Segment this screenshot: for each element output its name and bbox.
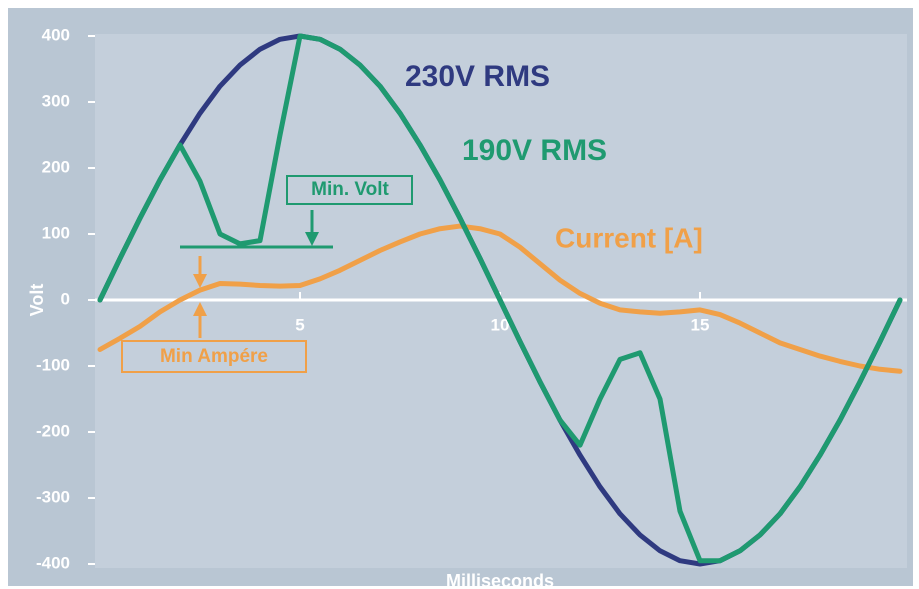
- series-label: 190V RMS: [462, 134, 607, 167]
- series-line: [97, 223, 903, 374]
- annotation: Min. Volt: [311, 179, 389, 200]
- min-amp-box: [121, 340, 307, 373]
- x-axis-label: Milliseconds: [446, 571, 554, 589]
- min-amp-arrowhead: [193, 302, 207, 316]
- y-tick-label: 400: [42, 25, 70, 44]
- y-tick-label: 0: [61, 289, 70, 308]
- y-tick-label: 100: [42, 223, 70, 242]
- x-tick-label: 10: [491, 315, 510, 334]
- y-tick-label: 300: [42, 91, 70, 110]
- y-tick-label: -100: [36, 355, 70, 374]
- y-tick-label: 200: [42, 157, 70, 176]
- y-axis-label: Volt: [27, 284, 47, 317]
- min-volt-arrowhead: [305, 232, 319, 246]
- x-tick-label: 5: [295, 315, 304, 334]
- y-tick-label: -200: [36, 421, 70, 440]
- x-tick-label: 15: [691, 315, 710, 334]
- marks: 400 300 200 100 0 -100 -200 -300 -400 5 10 15: [36, 25, 907, 572]
- y-tick-label: -300: [36, 487, 70, 506]
- series-label: 230V RMS: [405, 60, 550, 93]
- series-line: [97, 33, 903, 564]
- min-volt-box: [286, 175, 413, 205]
- series-label: Current [A]: [555, 222, 703, 253]
- annotation: Min Ampére: [160, 346, 268, 367]
- min-amp-arrowhead: [193, 274, 207, 288]
- y-tick-label: -400: [36, 553, 70, 572]
